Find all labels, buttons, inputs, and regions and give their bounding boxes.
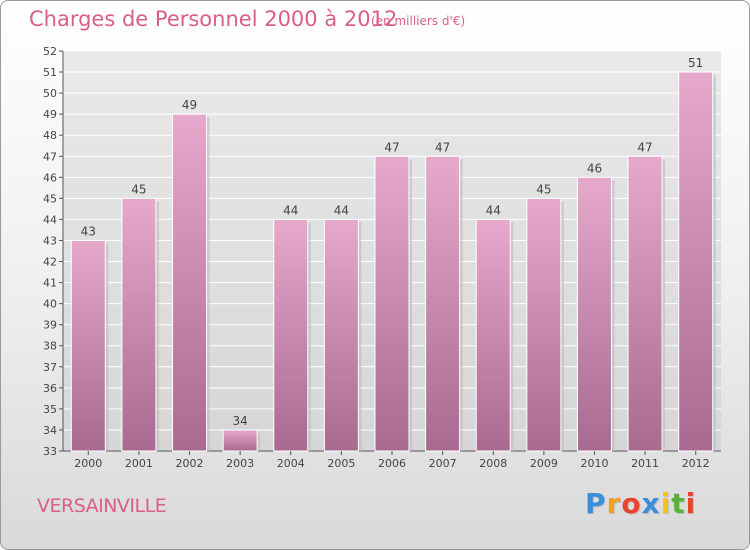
data-label-2012: 51: [688, 56, 703, 70]
data-label-2008: 44: [486, 203, 501, 217]
data-label-2000: 43: [81, 224, 96, 238]
commune-name: VERSAINVILLE: [37, 495, 167, 517]
bar-2006: [374, 155, 410, 452]
bar-2009: [526, 197, 562, 452]
y-tick-label: 51: [43, 66, 57, 79]
data-label-2010: 46: [587, 161, 602, 175]
data-label-2011: 47: [637, 140, 652, 154]
logo-letter: x: [641, 487, 661, 520]
x-tick-label: 2002: [176, 457, 204, 470]
bar-2007: [425, 155, 461, 452]
data-label-2009: 45: [536, 182, 551, 196]
x-tick-label: 2003: [226, 457, 254, 470]
x-tick-label: 2006: [378, 457, 406, 470]
data-label-2005: 44: [334, 203, 349, 217]
x-tick-label: 2000: [74, 457, 102, 470]
logo-letter: t: [671, 487, 686, 520]
proxiti-logo[interactable]: Proxiti: [585, 487, 696, 520]
y-tick-label: 43: [43, 234, 57, 247]
data-label-2004: 44: [283, 203, 298, 217]
y-tick-label: 47: [43, 150, 57, 163]
logo-letter: i: [685, 487, 697, 520]
bar-2002: [172, 113, 208, 452]
x-tick-label: 2005: [327, 457, 355, 470]
y-tick-label: 41: [43, 277, 57, 290]
bar-2011: [627, 155, 663, 452]
data-label-2001: 45: [131, 182, 146, 196]
y-tick-label: 37: [43, 361, 57, 374]
x-tick-label: 2001: [125, 457, 153, 470]
data-label-2006: 47: [384, 140, 399, 154]
plot-area: 33 34 35 36 37 38 39 40 41 42 43 44 45 46 47 48 49 50 51 52…: [43, 45, 721, 470]
bar-2001: [121, 197, 157, 452]
x-tick-label: 2009: [530, 457, 558, 470]
y-tick-label: 36: [43, 382, 57, 395]
chart-subtitle: (en milliers d'€): [371, 14, 466, 28]
y-tick-label: 46: [43, 171, 57, 184]
y-tick-label: 48: [43, 129, 57, 142]
data-label-2007: 47: [435, 140, 450, 154]
y-tick-label: 33: [43, 445, 57, 458]
y-tick-label: 52: [43, 45, 57, 58]
x-tick-label: 2010: [580, 457, 608, 470]
y-tick-label: 42: [43, 256, 57, 269]
bar-2000: [70, 239, 106, 452]
x-tick-label: 2008: [479, 457, 507, 470]
data-label-2002: 49: [182, 98, 197, 112]
y-tick-label: 35: [43, 403, 57, 416]
logo-letter: r: [606, 487, 622, 520]
y-tick-label: 38: [43, 340, 57, 353]
y-tick-label: 34: [43, 424, 57, 437]
x-tick-label: 2012: [682, 457, 710, 470]
y-tick-label: 45: [43, 192, 57, 205]
bar-2010: [576, 176, 612, 452]
data-label-2003: 34: [233, 414, 248, 428]
y-tick-label: 40: [43, 298, 57, 311]
bar-2004: [273, 218, 309, 452]
chart-title: Charges de Personnel 2000 à 2012: [29, 7, 398, 31]
logo-letter: o: [621, 487, 642, 520]
y-tick-label: 49: [43, 108, 57, 121]
y-tick-label: 50: [43, 87, 57, 100]
logo-letter: P: [585, 487, 607, 520]
y-tick-label: 39: [43, 319, 57, 332]
bar-2012: [678, 71, 714, 452]
y-tick-label: 44: [43, 213, 57, 226]
x-tick-label: 2007: [429, 457, 457, 470]
bar-2003: [222, 429, 258, 452]
x-tick-label: 2004: [277, 457, 305, 470]
bar-2005: [323, 218, 359, 452]
bar-2008: [475, 218, 511, 452]
logo-letter: i: [660, 487, 672, 520]
x-tick-label: 2011: [631, 457, 659, 470]
